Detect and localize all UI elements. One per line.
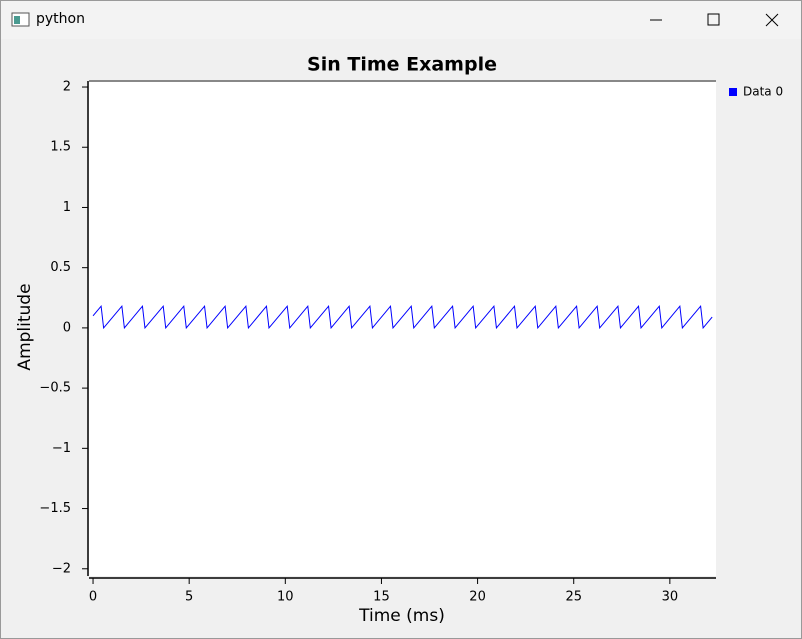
x-tick-label: 30 — [662, 590, 679, 605]
x-tick-label: 0 — [89, 590, 97, 605]
y-tick-label: −1 — [52, 441, 71, 456]
y-tick-label: −0.5 — [39, 381, 71, 396]
x-tick-label: 5 — [185, 590, 193, 605]
data-line — [92, 305, 713, 330]
y-tick-label: 0.5 — [50, 260, 71, 275]
chart: Sin Time Example Time (ms) Amplitude −2 −… — [15, 54, 783, 627]
x-tick-label: 10 — [277, 590, 294, 605]
y-tick-label: 0 — [63, 320, 71, 335]
app-icon — [11, 12, 30, 27]
legend-swatch — [729, 88, 737, 96]
window-controls[interactable] — [641, 1, 801, 39]
x-axis-label: Time (ms) — [358, 606, 445, 626]
plot-area — [89, 81, 716, 576]
chart-title: Sin Time Example — [307, 54, 497, 76]
close[interactable] — [765, 13, 779, 27]
y-tick-label: −1.5 — [39, 501, 71, 516]
y-tick-label: 1.5 — [50, 140, 71, 155]
y-tick-label: −2 — [52, 561, 71, 576]
maximize[interactable] — [707, 13, 720, 26]
x-tick-label: 20 — [469, 590, 486, 605]
x-tick-label: 25 — [565, 590, 582, 605]
y-tick-label: 1 — [63, 200, 71, 215]
y-tick-label: 2 — [63, 80, 71, 95]
legend-label: Data 0 — [743, 85, 783, 99]
title-bar: python — [1, 1, 801, 39]
y-axis-label: Amplitude — [15, 283, 35, 370]
x-tick-label: 15 — [373, 590, 390, 605]
window-title: python — [36, 11, 85, 27]
